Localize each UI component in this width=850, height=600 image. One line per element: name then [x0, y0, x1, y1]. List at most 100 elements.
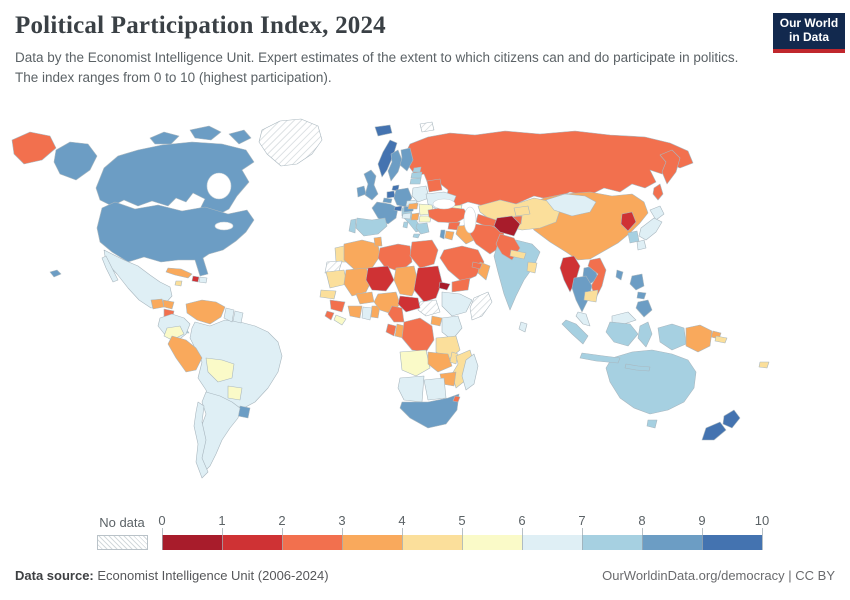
country-paraguay[interactable] — [227, 385, 243, 401]
country-netherlands[interactable] — [386, 190, 396, 199]
country-drc[interactable] — [401, 317, 435, 353]
country-north-korea[interactable] — [620, 211, 637, 232]
country-eritrea[interactable] — [438, 281, 451, 291]
country-uk[interactable] — [363, 169, 379, 201]
country-sudan[interactable] — [413, 265, 443, 303]
country-croatia[interactable] — [401, 212, 412, 220]
country-burkina-faso[interactable] — [355, 291, 375, 305]
country-bulgaria[interactable] — [418, 215, 432, 223]
country-taiwan[interactable] — [615, 269, 624, 281]
country-fiji[interactable] — [758, 361, 770, 369]
country-sweden[interactable] — [387, 149, 403, 182]
country-ireland[interactable] — [356, 185, 367, 198]
country-namibia[interactable] — [397, 375, 425, 403]
country-serbia[interactable] — [410, 212, 420, 221]
country-turkey[interactable] — [427, 206, 469, 224]
country-jordan[interactable] — [444, 230, 455, 241]
country-cameroon[interactable] — [387, 305, 405, 323]
country-dominican-republic[interactable] — [198, 276, 208, 284]
country-central-african-republic[interactable] — [397, 295, 421, 313]
country-usa-alaska[interactable] — [53, 141, 98, 181]
country-algeria[interactable] — [343, 239, 381, 272]
country-kyrgyzstan[interactable] — [513, 205, 531, 217]
country-canada-arctic-2[interactable] — [189, 125, 222, 141]
country-new-zealand-north[interactable] — [722, 409, 741, 429]
country-indonesia-papua[interactable] — [657, 323, 687, 351]
country-philippines-luzon[interactable] — [629, 273, 645, 291]
legend-segment-1[interactable] — [222, 535, 282, 550]
country-indonesia-borneo[interactable] — [605, 321, 639, 347]
country-india[interactable] — [493, 239, 541, 311]
country-guinea[interactable] — [329, 299, 346, 313]
attribution-link[interactable]: OurWorldinData.org/democracy | CC BY — [602, 568, 835, 583]
country-mexico-baja[interactable] — [101, 255, 119, 283]
country-poland[interactable] — [411, 185, 430, 203]
owid-logo[interactable]: Our World in Data — [773, 13, 845, 53]
country-canada-arctic-3[interactable] — [228, 129, 252, 145]
country-switzerland[interactable] — [393, 205, 403, 212]
country-mali[interactable] — [343, 267, 373, 297]
country-new-zealand-south[interactable] — [701, 421, 727, 441]
country-madagascar[interactable] — [461, 353, 479, 391]
legend-color-bar[interactable] — [162, 535, 762, 550]
country-russia-chukotka-wrap[interactable] — [11, 131, 57, 165]
country-greece[interactable] — [415, 222, 430, 235]
country-latvia[interactable] — [410, 171, 423, 179]
country-south-sudan[interactable] — [417, 299, 441, 317]
country-spain[interactable] — [355, 217, 388, 237]
country-russia-kamchatka[interactable] — [659, 149, 681, 185]
country-russia[interactable] — [403, 130, 694, 208]
country-ethiopia[interactable] — [441, 291, 473, 317]
legend-segment-3[interactable] — [342, 535, 402, 550]
country-belgium[interactable] — [382, 197, 393, 204]
country-angola[interactable] — [399, 349, 431, 377]
legend-segment-0[interactable] — [162, 535, 222, 550]
country-mongolia[interactable] — [545, 193, 597, 217]
country-honduras[interactable] — [162, 299, 175, 310]
country-mexico[interactable] — [103, 249, 173, 309]
country-kenya[interactable] — [441, 315, 463, 341]
country-south-africa[interactable] — [399, 393, 460, 429]
country-cambodia[interactable] — [583, 289, 599, 303]
country-papua-new-guinea[interactable] — [685, 324, 713, 353]
country-japan-honshu[interactable] — [638, 217, 663, 241]
country-gabon[interactable] — [385, 323, 397, 337]
country-senegal[interactable] — [319, 289, 337, 300]
country-chad[interactable] — [393, 265, 419, 297]
legend-segment-8[interactable] — [642, 535, 702, 550]
country-japan-hokkaido[interactable] — [649, 205, 665, 221]
country-indonesia-lesser-sunda[interactable] — [624, 363, 651, 372]
country-iceland[interactable] — [374, 124, 393, 137]
country-tunisia[interactable] — [373, 236, 383, 247]
country-uae[interactable] — [471, 261, 483, 270]
country-somalia[interactable] — [469, 291, 493, 321]
country-mauritania[interactable] — [325, 269, 348, 289]
country-guyana[interactable] — [223, 307, 235, 323]
country-malaysia-borneo[interactable] — [611, 311, 637, 325]
country-indonesia-java[interactable] — [579, 352, 621, 364]
country-greenland[interactable] — [258, 118, 323, 167]
no-data-swatch[interactable] — [97, 535, 148, 550]
country-zambia[interactable] — [427, 351, 453, 373]
country-haiti[interactable] — [191, 275, 200, 283]
country-bangladesh[interactable] — [526, 261, 538, 274]
country-canada-arctic-1[interactable] — [149, 131, 180, 145]
country-south-korea[interactable] — [627, 230, 640, 244]
country-chile[interactable] — [193, 401, 209, 479]
country-yemen[interactable] — [451, 277, 471, 293]
country-estonia[interactable] — [412, 166, 422, 173]
country-ecuador[interactable] — [163, 325, 185, 341]
country-malawi[interactable] — [449, 351, 459, 365]
country-venezuela[interactable] — [185, 299, 226, 325]
country-indonesia-sumatra[interactable] — [561, 319, 589, 345]
country-ghana[interactable] — [361, 306, 373, 321]
legend-segment-5[interactable] — [462, 535, 522, 550]
country-israel[interactable] — [439, 229, 446, 240]
country-finland[interactable] — [399, 147, 414, 172]
country-suriname[interactable] — [232, 310, 244, 324]
country-bolivia[interactable] — [205, 357, 235, 383]
country-philippines-visayas[interactable] — [636, 291, 647, 300]
country-botswana[interactable] — [423, 377, 447, 401]
country-uganda[interactable] — [430, 315, 443, 327]
country-afghanistan[interactable] — [493, 215, 521, 237]
